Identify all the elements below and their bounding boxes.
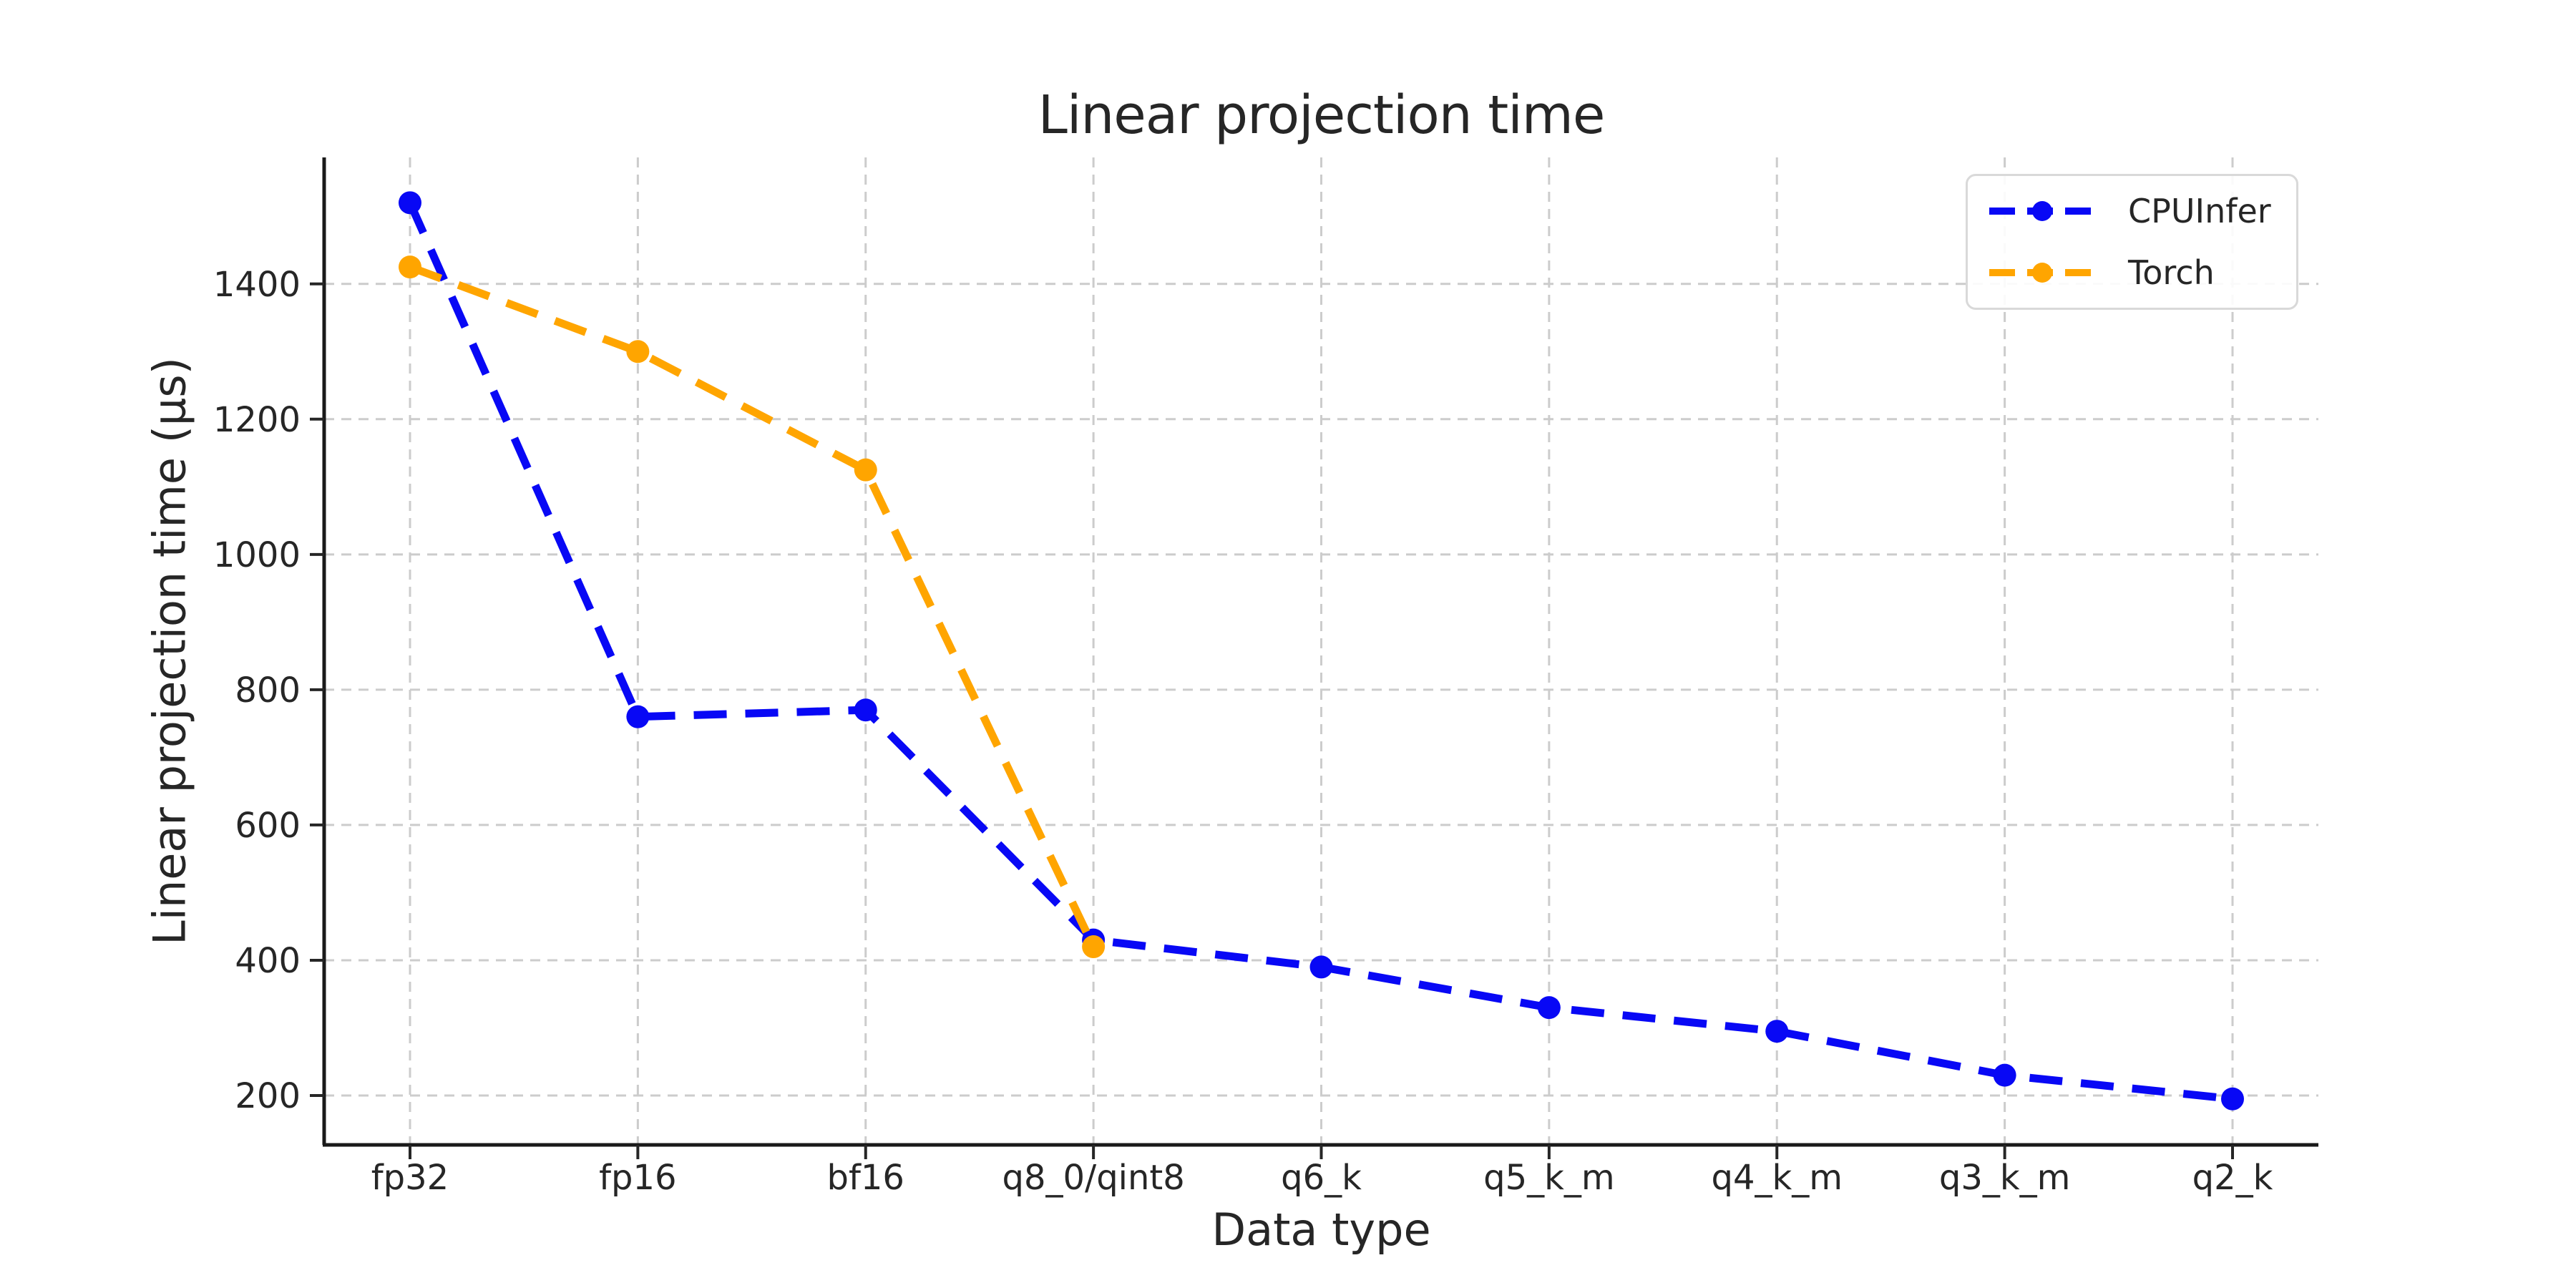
- x-tick-label: q6_k: [1281, 1158, 1362, 1198]
- y-axis-label: Linear projection time (µs): [143, 357, 196, 945]
- x-tick-label: q4_k_m: [1711, 1158, 1843, 1198]
- y-tick-label: 200: [235, 1076, 301, 1116]
- data-point-torch-q8_0/qint8: [1082, 935, 1106, 959]
- data-point-torch-bf16: [854, 458, 877, 482]
- x-tick-label: fp16: [599, 1158, 676, 1198]
- data-point-torch-fp32: [399, 255, 421, 279]
- legend-label: Torch: [2128, 253, 2215, 292]
- legend-line-marker-icon: [1989, 263, 2095, 283]
- y-tick-label: 1200: [213, 400, 301, 440]
- y-tick-label: 1400: [213, 265, 301, 305]
- chart-title: Linear projection time: [1038, 84, 1606, 146]
- data-point-cpuinfer-fp32: [399, 191, 421, 215]
- x-tick-label: q8_0/qint8: [1002, 1158, 1184, 1198]
- y-tick-label: 1000: [213, 535, 301, 575]
- y-tick-label: 400: [235, 941, 301, 981]
- series-line-torch: [409, 263, 1098, 949]
- data-point-cpuinfer-fp16: [626, 705, 650, 728]
- x-axis-label: Data type: [1211, 1204, 1431, 1256]
- legend-line-marker-icon: [1989, 201, 2095, 221]
- data-point-cpuinfer-q5_k_m: [1537, 996, 1561, 1020]
- x-tick-label: q2_k: [2192, 1158, 2273, 1198]
- data-point-cpuinfer-q2_k: [2221, 1087, 2244, 1111]
- legend-item-torch: Torch: [1986, 253, 2296, 292]
- legend: CPUInfer Torch: [1966, 174, 2298, 310]
- x-tick-label: q3_k_m: [1939, 1158, 2071, 1198]
- legend-item-cpuinfer: CPUInfer: [1986, 192, 2296, 230]
- x-tick-label: q5_k_m: [1483, 1158, 1615, 1198]
- data-point-cpuinfer-bf16: [854, 698, 877, 722]
- data-point-cpuinfer-q4_k_m: [1765, 1020, 1789, 1043]
- y-tick-label: 600: [235, 806, 301, 846]
- data-point-cpuinfer-q3_k_m: [1993, 1063, 2016, 1087]
- data-point-cpuinfer-q6_k: [1309, 955, 1333, 979]
- x-tick-label: fp32: [371, 1158, 449, 1198]
- data-point-torch-fp16: [626, 340, 650, 364]
- x-tick-label: bf16: [827, 1158, 904, 1198]
- y-tick-label: 800: [235, 670, 301, 711]
- legend-label: CPUInfer: [2128, 192, 2271, 230]
